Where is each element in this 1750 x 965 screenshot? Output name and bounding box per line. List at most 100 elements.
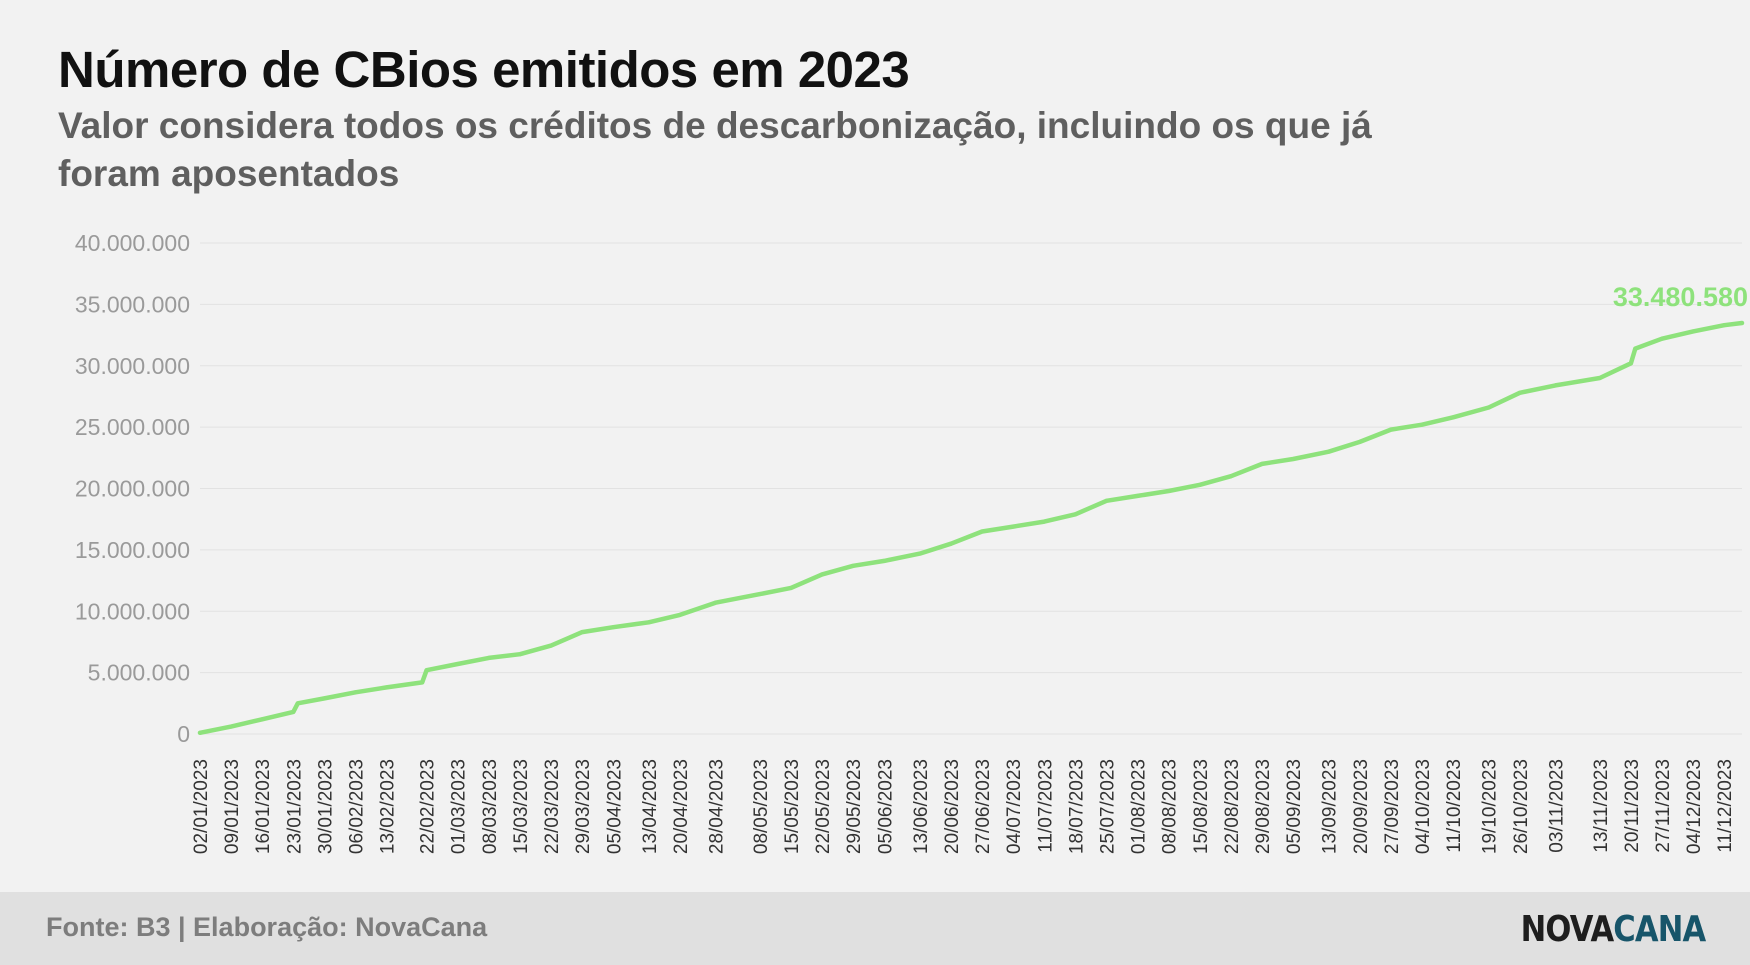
x-tick-label: 25/07/2023 [1098, 759, 1119, 854]
data-point [1740, 321, 1744, 326]
y-tick-label: 25.000.000 [75, 414, 190, 440]
x-tick-label: 13/06/2023 [911, 759, 932, 854]
x-tick-label: 02/01/2023 [191, 759, 212, 854]
x-tick-label: 11/07/2023 [1035, 759, 1056, 853]
x-tick-label: 15/03/2023 [511, 759, 532, 854]
data-point [851, 563, 856, 568]
x-tick-label: 08/03/2023 [480, 759, 501, 854]
logo-part-nova: NOVA [1520, 909, 1614, 950]
series-line [197, 320, 1745, 736]
data-point [1553, 383, 1558, 388]
data-point [384, 685, 389, 690]
data-point [646, 620, 651, 625]
x-tick-label: 05/06/2023 [875, 759, 896, 854]
x-tick-label: 22/02/2023 [418, 759, 439, 854]
source-text: Fonte: B3 | Elaboração: NovaCana [46, 912, 488, 942]
x-tick-label: 13/11/2023 [1591, 759, 1612, 853]
data-point [1420, 422, 1425, 427]
y-tick-label: 35.000.000 [75, 291, 190, 317]
data-point [1228, 474, 1233, 479]
data-point [420, 680, 425, 685]
y-tick-label: 10.000.000 [75, 598, 190, 624]
data-point [820, 572, 825, 577]
line-chart: 0 5.000.000 10.000.000 15.000.000 20.000.000… [75, 230, 1748, 854]
data-point [882, 558, 887, 563]
data-point [713, 600, 718, 605]
x-tick-label: 15/05/2023 [782, 759, 803, 854]
data-point [1597, 376, 1602, 381]
x-tick-label: 30/01/2023 [315, 759, 336, 854]
chart-title: Número de CBios emitidos em 2023 [58, 41, 910, 98]
data-point [580, 630, 585, 635]
data-point [1011, 524, 1016, 529]
x-tick-label: 13/09/2023 [1320, 759, 1341, 854]
data-point [1660, 336, 1665, 341]
x-tick-label: 13/04/2023 [640, 759, 661, 854]
y-tick-label: 15.000.000 [75, 537, 190, 563]
x-tick-label: 05/04/2023 [604, 759, 625, 854]
x-tick-label: 19/10/2023 [1480, 759, 1501, 854]
data-point [677, 612, 682, 617]
x-tick-label: 28/04/2023 [706, 759, 727, 854]
data-point [1388, 427, 1393, 432]
x-tick-label: 01/08/2023 [1129, 759, 1150, 854]
x-tick-label: 27/09/2023 [1382, 759, 1403, 854]
x-tick-label: 16/01/2023 [253, 759, 274, 854]
data-point [229, 724, 234, 729]
data-point [757, 592, 762, 597]
data-point [1291, 457, 1296, 462]
x-tick-label: 20/09/2023 [1351, 759, 1372, 854]
data-point [1104, 498, 1109, 503]
x-tick-label: 29/03/2023 [573, 759, 594, 854]
data-point [980, 529, 985, 534]
data-point [1691, 329, 1696, 334]
y-tick-label: 0 [177, 721, 190, 747]
x-tick-label: 04/12/2023 [1684, 759, 1705, 854]
data-point [455, 662, 460, 667]
data-point [486, 655, 491, 660]
data-point [1260, 461, 1265, 466]
data-point [322, 696, 327, 701]
data-point [789, 585, 794, 590]
x-tick-label: 09/01/2023 [222, 759, 243, 854]
x-tick-label: 27/11/2023 [1653, 759, 1674, 853]
data-point [1633, 346, 1638, 351]
grid-lines [200, 242, 1742, 735]
x-tick-label: 18/07/2023 [1066, 759, 1087, 854]
data-point [1628, 361, 1633, 366]
data-point [1486, 405, 1491, 410]
x-tick-label: 06/02/2023 [347, 759, 368, 854]
x-tick-label: 04/07/2023 [1004, 759, 1025, 854]
data-point [1135, 493, 1140, 498]
y-tick-label: 30.000.000 [75, 353, 190, 379]
x-tick-label: 11/12/2023 [1715, 759, 1736, 853]
data-point [1073, 512, 1078, 517]
x-axis-ticks: 02/01/2023 09/01/2023 16/01/2023 23/01/2023… [191, 759, 1736, 854]
data-point [1197, 482, 1202, 487]
x-tick-label: 08/05/2023 [751, 759, 772, 854]
x-tick-label: 04/10/2023 [1413, 759, 1434, 854]
x-tick-label: 20/04/2023 [671, 759, 692, 854]
data-point [260, 717, 265, 722]
x-tick-label: 23/01/2023 [284, 759, 305, 854]
x-tick-label: 05/09/2023 [1284, 759, 1305, 854]
x-tick-label: 13/02/2023 [378, 759, 399, 854]
data-point [353, 690, 358, 695]
series-layer [197, 320, 1745, 736]
data-point [611, 625, 616, 630]
x-tick-label: 22/08/2023 [1222, 759, 1243, 854]
data-point [424, 668, 429, 673]
end-value-label: 33.480.580 [1613, 282, 1748, 312]
x-tick-label: 26/10/2023 [1511, 759, 1532, 854]
data-point [295, 701, 300, 706]
data-point [917, 551, 922, 556]
end-label-layer: 33.480.580 [1613, 282, 1748, 312]
x-tick-label: 20/06/2023 [942, 759, 963, 854]
data-point [1042, 519, 1047, 524]
x-tick-label: 11/10/2023 [1444, 759, 1465, 853]
x-tick-label: 08/08/2023 [1160, 759, 1181, 854]
novacana-logo: NOVACANA [1520, 909, 1706, 950]
data-point [291, 709, 296, 714]
data-point [949, 541, 954, 546]
x-tick-label: 01/03/2023 [449, 759, 470, 854]
